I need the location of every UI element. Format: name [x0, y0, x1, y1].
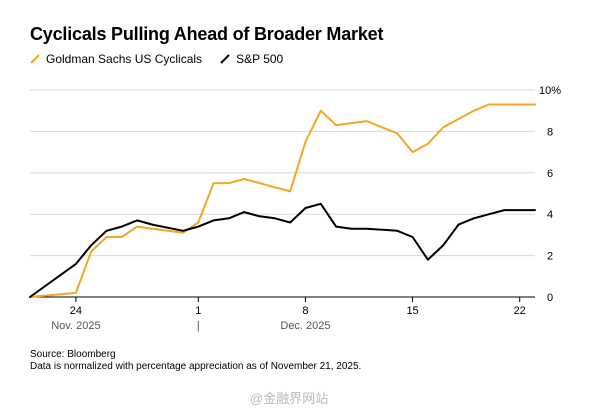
chart-footer: Source: Bloomberg Data is normalized wit…	[30, 349, 361, 373]
y-tick-label-6: 6	[547, 168, 553, 180]
legend-item-cyclicals: Goldman Sachs US Cyclicals	[30, 52, 202, 66]
x-tick-label-24: 24	[70, 305, 82, 317]
legend-item-sp500: S&P 500	[220, 52, 283, 66]
chart-title: Cyclicals Pulling Ahead of Broader Marke…	[30, 24, 384, 44]
series-line-cyclicals	[29, 103, 536, 298]
x-tick-sublabel-24: Nov. 2025	[51, 320, 100, 332]
legend-label-sp500: S&P 500	[236, 52, 284, 66]
chart-legend: Goldman Sachs US Cyclicals S&P 500	[30, 52, 283, 66]
x-tick-label-1: 1	[195, 305, 201, 317]
x-tick-label-22: 22	[514, 305, 526, 317]
legend-swatch-cyclicals	[30, 54, 40, 64]
y-tick-label-4: 4	[547, 209, 553, 221]
y-tick-label-2: 2	[547, 251, 553, 263]
x-tick-sublabel-8: Dec. 2025	[280, 320, 330, 332]
x-tick-sublabel-1: |	[197, 320, 200, 332]
x-tick-label-8: 8	[302, 305, 308, 317]
note-text: Data is normalized with percentage appre…	[30, 361, 362, 372]
source-text: Source: Bloomberg	[30, 349, 116, 360]
y-tick-label-10: 10%	[539, 85, 561, 97]
legend-label-cyclicals: Goldman Sachs US Cyclicals	[46, 52, 203, 66]
series-line-sp500	[29, 202, 536, 298]
y-tick-label-8: 8	[547, 126, 553, 138]
x-tick-label-15: 15	[406, 305, 418, 317]
watermark: @金融界网站	[250, 391, 329, 406]
y-tick-label-0: 0	[547, 292, 553, 304]
legend-swatch-sp500	[220, 54, 230, 64]
